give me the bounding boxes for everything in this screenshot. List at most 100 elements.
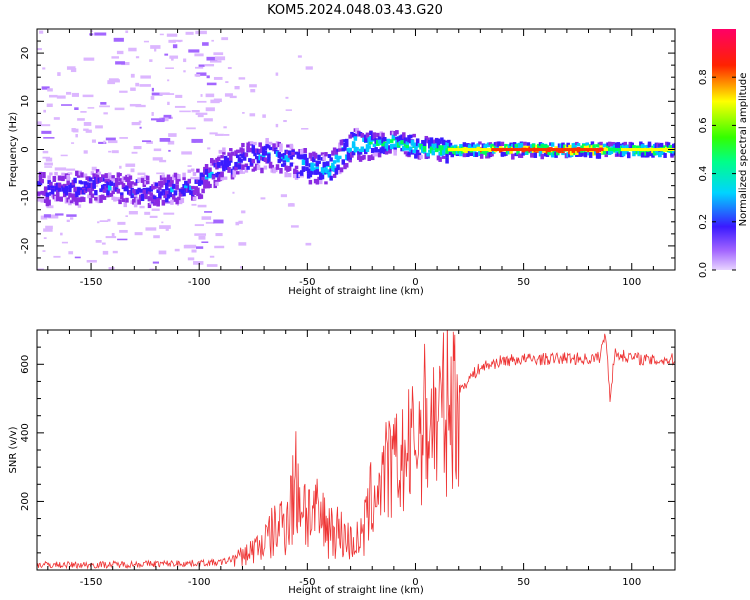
spectrogram-cell <box>220 155 224 159</box>
spectrogram-cell <box>334 148 339 155</box>
spectrogram-cell <box>249 141 254 145</box>
noise-speckle <box>167 140 175 145</box>
spectrogram-cell <box>556 148 560 152</box>
spectrogram-cell <box>400 140 404 145</box>
noise-speckle <box>111 150 119 154</box>
spectrogram-cell <box>486 143 491 148</box>
spectrogram-cell <box>299 154 304 160</box>
spectrogram-cell <box>640 148 644 152</box>
noise-speckle <box>215 233 223 237</box>
spectrogram-cell <box>438 140 442 144</box>
spectrogram-cell <box>45 192 50 197</box>
spectrogram-cell <box>64 185 69 191</box>
spectrogram-cell <box>374 148 378 153</box>
spectrogram-cell <box>512 148 516 152</box>
noise-speckle <box>242 112 245 114</box>
spectrogram-cell <box>381 132 385 139</box>
spectrogram-cell <box>38 171 43 178</box>
noise-speckle <box>187 165 192 167</box>
noise-speckle <box>61 104 72 106</box>
spectrogram-cell <box>265 137 269 144</box>
spectrogram-cell <box>215 172 219 178</box>
spectrogram-cell <box>456 148 460 152</box>
noise-speckle <box>195 246 204 249</box>
spectrogram-cell <box>324 181 328 185</box>
spectrogram-cell <box>629 148 633 152</box>
noise-speckle <box>53 117 60 120</box>
spectrogram-cell <box>339 167 344 173</box>
spectrogram-cell <box>178 191 183 197</box>
spectrogram-cell <box>253 141 257 146</box>
noise-speckle <box>54 167 67 171</box>
spectrogram-cell <box>116 197 121 202</box>
spectrogram-cell <box>595 148 600 155</box>
spectrogram-cell <box>659 148 663 152</box>
spectrogram-cell <box>320 152 325 156</box>
spectrogram-cell <box>137 177 141 183</box>
spectrogram-cell <box>47 184 51 191</box>
spectrogram-cell <box>531 143 536 150</box>
noise-speckle <box>194 224 204 227</box>
spectrogram-cell <box>97 171 102 175</box>
spectrogram-cell <box>540 148 544 152</box>
spectrogram-cell <box>251 158 256 164</box>
spectrogram-cell <box>126 177 131 183</box>
spectrogram-cell <box>332 173 337 178</box>
noise-speckle <box>154 47 157 52</box>
spectrogram-cell <box>599 141 603 148</box>
spectrogram-cell <box>62 183 67 188</box>
noise-speckle <box>224 93 233 97</box>
spectrogram-cell <box>75 170 79 177</box>
noise-speckle <box>172 44 178 49</box>
spectrogram-cell <box>218 150 223 154</box>
spectrogram-cell <box>607 148 611 152</box>
spectrogram-cell <box>201 173 205 177</box>
spectrogram-cell <box>415 149 420 154</box>
spectrogram-cell <box>163 177 167 184</box>
spectrogram-cell <box>414 153 418 159</box>
spectrogram-cell <box>128 183 133 189</box>
noise-speckle <box>37 121 42 125</box>
noise-speckle <box>61 241 68 244</box>
spectrogram-cell <box>497 148 501 152</box>
spectrogram-cell <box>258 143 262 147</box>
noise-speckle <box>204 211 213 213</box>
spectrogram-cell <box>348 147 352 154</box>
spectrogram-cell <box>547 150 551 156</box>
noise-speckle <box>205 93 215 98</box>
spectrogram-cell <box>147 196 152 202</box>
noise-speckle <box>71 92 80 97</box>
spectrogram-cell <box>560 148 564 152</box>
noise-speckle <box>205 221 215 224</box>
spectrogram-cell <box>517 148 521 152</box>
noise-speckle <box>249 84 257 88</box>
spectrogram-cell <box>601 148 605 152</box>
spectrogram-cell <box>137 199 141 205</box>
spectrogram-cell <box>204 164 209 170</box>
noise-speckle <box>135 56 140 59</box>
noise-speckle <box>283 120 287 123</box>
spectrogram-cell <box>159 182 164 188</box>
noise-speckle <box>209 132 218 135</box>
spectrogram-cell <box>543 148 547 152</box>
spectrogram-cell <box>229 155 233 161</box>
spectrogram-cell <box>279 156 283 162</box>
spectrogram-cell <box>322 161 326 168</box>
noise-speckle <box>151 92 163 96</box>
spectrogram-cell <box>592 144 596 148</box>
spectrogram-cell <box>144 194 148 200</box>
noise-speckle <box>72 128 79 133</box>
spectrogram-cell <box>173 191 178 196</box>
spectrogram-cell <box>573 148 577 152</box>
spectrogram-cell <box>146 180 150 185</box>
x-tick-label: 100 <box>622 577 641 588</box>
spectrogram-cell <box>673 152 675 156</box>
noise-speckle <box>201 241 209 243</box>
noise-speckle <box>191 249 197 253</box>
noise-speckle <box>70 217 74 220</box>
spectrogram-cell <box>536 148 540 152</box>
noise-speckle <box>196 73 201 77</box>
spectrogram-cell <box>99 177 103 182</box>
spectrogram-cell <box>204 176 209 180</box>
noise-speckle <box>105 236 117 239</box>
